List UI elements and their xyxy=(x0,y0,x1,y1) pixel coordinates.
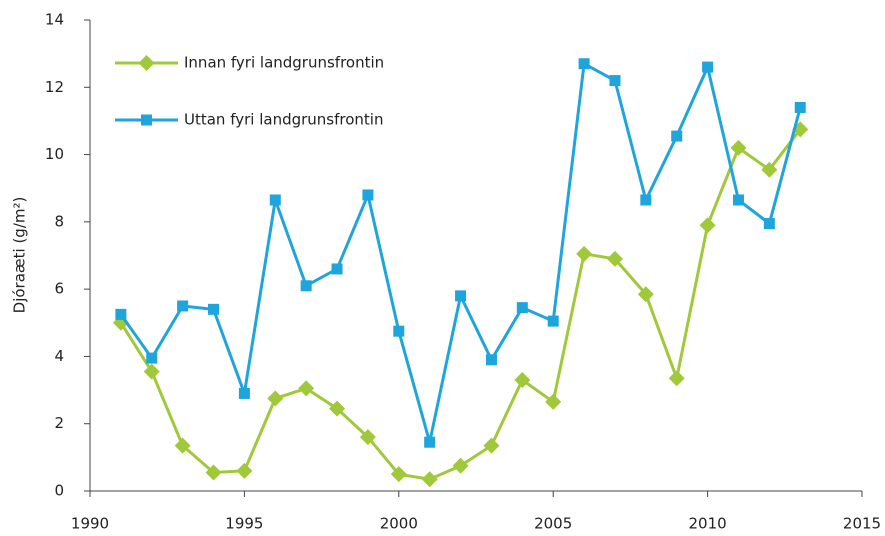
marker-diamond xyxy=(298,380,315,397)
marker-square xyxy=(763,218,775,230)
y-tick-label: 10 xyxy=(45,145,64,163)
marker-square xyxy=(578,58,590,70)
marker-square xyxy=(300,280,312,292)
y-tick-label: 14 xyxy=(45,11,64,29)
x-tick-label: 2005 xyxy=(534,515,572,533)
marker-diamond xyxy=(730,139,747,156)
series-line xyxy=(119,128,802,481)
marker-square xyxy=(702,61,714,73)
marker-square xyxy=(609,75,621,87)
marker-diamond xyxy=(143,363,160,380)
y-tick-label: 8 xyxy=(54,212,64,230)
marker-diamond xyxy=(514,371,531,388)
marker-square xyxy=(516,302,528,314)
marker-square xyxy=(238,387,250,399)
marker-square xyxy=(115,308,127,320)
marker-diamond xyxy=(668,370,685,387)
marker-square xyxy=(547,315,559,327)
marker-square xyxy=(269,194,281,206)
y-tick-label: 6 xyxy=(54,280,64,298)
marker-square xyxy=(331,263,343,275)
marker-square xyxy=(671,130,683,142)
marker-square xyxy=(393,325,405,337)
marker-square xyxy=(362,189,374,201)
y-tick-label: 2 xyxy=(54,414,64,432)
x-tick-label: 2015 xyxy=(843,515,881,533)
y-axis-label: Djóraæti (g/m²) xyxy=(11,197,29,314)
marker-diamond xyxy=(174,437,191,454)
y-tick-label: 0 xyxy=(54,482,64,500)
marker-diamond xyxy=(606,250,623,267)
marker-diamond xyxy=(421,471,438,488)
marker-diamond xyxy=(359,429,376,446)
marker-square xyxy=(485,354,497,366)
marker-diamond xyxy=(545,393,562,410)
marker-square xyxy=(424,436,436,448)
marker-diamond xyxy=(452,457,469,474)
marker-square xyxy=(208,303,220,315)
marker-square xyxy=(177,300,189,312)
marker-square xyxy=(146,352,158,364)
x-tick-label: 2010 xyxy=(689,515,727,533)
marker-square xyxy=(732,194,744,206)
legend-label: Uttan fyri landgrunsfrontin xyxy=(184,111,383,129)
x-tick-label: 1990 xyxy=(71,515,109,533)
y-tick-label: 4 xyxy=(54,347,64,365)
marker-diamond xyxy=(483,437,500,454)
marker-diamond xyxy=(267,390,284,407)
marker-diamond xyxy=(576,245,593,262)
marker-diamond xyxy=(329,400,346,417)
x-tick-label: 2000 xyxy=(380,515,418,533)
marker-square xyxy=(794,101,806,113)
marker-diamond xyxy=(637,286,654,303)
marker-diamond xyxy=(205,464,222,481)
marker-diamond xyxy=(761,161,778,178)
legend-marker xyxy=(138,55,155,71)
marker-diamond xyxy=(699,217,716,234)
legend-label: Innan fyri landgrunsfrontin xyxy=(184,54,384,72)
marker-diamond xyxy=(236,462,253,479)
marker-square xyxy=(640,194,652,206)
marker-diamond xyxy=(390,466,407,483)
marker-square xyxy=(455,290,467,302)
y-tick-label: 12 xyxy=(45,78,64,96)
legend-marker xyxy=(141,114,152,126)
x-tick-label: 1995 xyxy=(225,515,263,533)
